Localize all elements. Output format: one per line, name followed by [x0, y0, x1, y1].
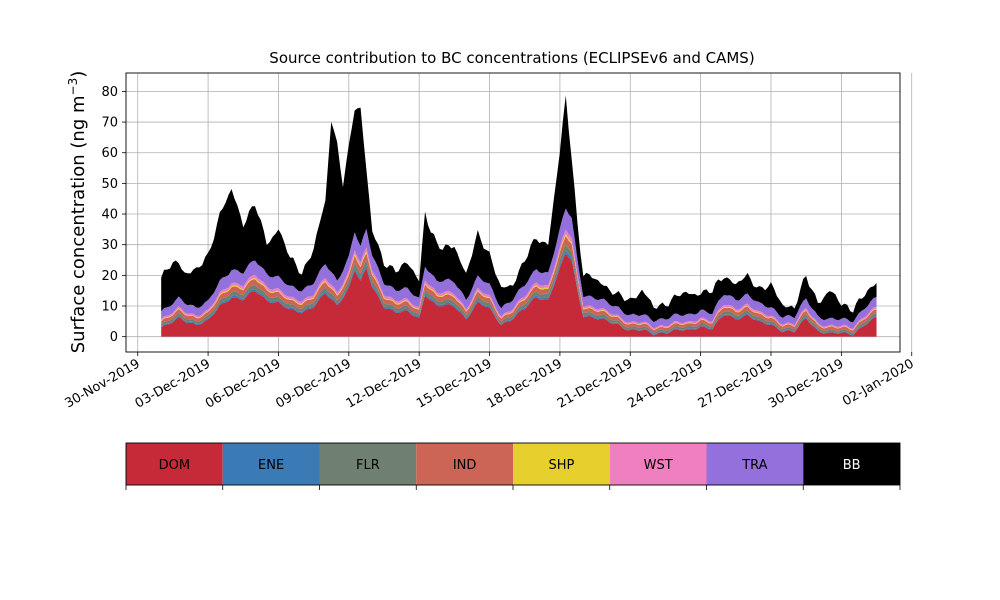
x-tick-label: 09-Dec-2019: [273, 356, 353, 411]
plot-frame: [125, 72, 901, 353]
legend-swatch-flr: [319, 443, 417, 485]
x-tick-label: 06-Dec-2019: [203, 356, 283, 411]
y-tick-label: 80: [101, 85, 118, 100]
y-axis-label: Surface concentration (ng m−3): [66, 71, 89, 354]
x-tick-label: 18-Dec-2019: [485, 356, 565, 411]
x-tick-label: 12-Dec-2019: [344, 356, 424, 411]
chart-title: Source contribution to BC concentrations…: [269, 49, 754, 67]
legend-label-shp: SHP: [548, 458, 574, 473]
y-axis-label-suffix: ): [68, 71, 89, 78]
y-tick-label: 40: [101, 208, 118, 223]
y-tick-label: 10: [101, 300, 118, 315]
y-axis: 0 10 20 30 40 50 60 70 80: [101, 85, 126, 345]
y-axis-label-exponent: −3: [66, 78, 80, 96]
x-tick-label: 15-Dec-2019: [414, 356, 494, 411]
area-dom: [161, 253, 877, 337]
legend: DOM ENE FLR IND SHP WST TRA BB: [125, 442, 901, 490]
x-tick-label: 30-Nov-2019: [62, 356, 142, 411]
legend-label-ind: IND: [453, 458, 477, 473]
legend-label-ene: ENE: [258, 458, 284, 473]
x-tick-label: 03-Dec-2019: [133, 356, 213, 411]
y-tick-label: 20: [101, 269, 118, 284]
legend-swatch-ind: [416, 443, 513, 485]
y-axis-label-main: Surface concentration (ng m: [68, 95, 89, 353]
x-axis: 30-Nov-201903-Dec-201906-Dec-201909-Dec-…: [62, 352, 917, 412]
legend-label-bb: BB: [843, 458, 861, 473]
x-tick-label: 30-Dec-2019: [766, 356, 846, 411]
plot-border: [125, 72, 901, 353]
x-tick-label: 27-Dec-2019: [696, 356, 776, 411]
x-tick-label: 02-Jan-2020: [840, 356, 917, 409]
legend-swatch-wst: [609, 443, 707, 485]
legend-swatch-dom: [126, 443, 223, 485]
legend-swatch-bb: [803, 443, 900, 485]
legend-label-dom: DOM: [159, 458, 190, 473]
x-tick-label: 21-Dec-2019: [555, 356, 635, 411]
y-tick-label: 0: [110, 330, 118, 345]
y-tick-label: 30: [101, 238, 118, 253]
legend-swatch-shp: [513, 443, 610, 485]
y-tick-label: 60: [101, 146, 118, 161]
legend-swatch-tra: [706, 443, 804, 485]
y-tick-label: 70: [101, 116, 118, 131]
area-bb: [161, 95, 877, 323]
x-tick-label: 24-Dec-2019: [625, 356, 705, 411]
legend-swatch-ene: [222, 443, 320, 485]
legend-label-flr: FLR: [356, 458, 380, 473]
legend-label-tra: TRA: [741, 458, 767, 473]
y-tick-label: 50: [101, 177, 118, 192]
stacked-areas: [161, 95, 877, 337]
legend-label-wst: WST: [644, 458, 673, 473]
